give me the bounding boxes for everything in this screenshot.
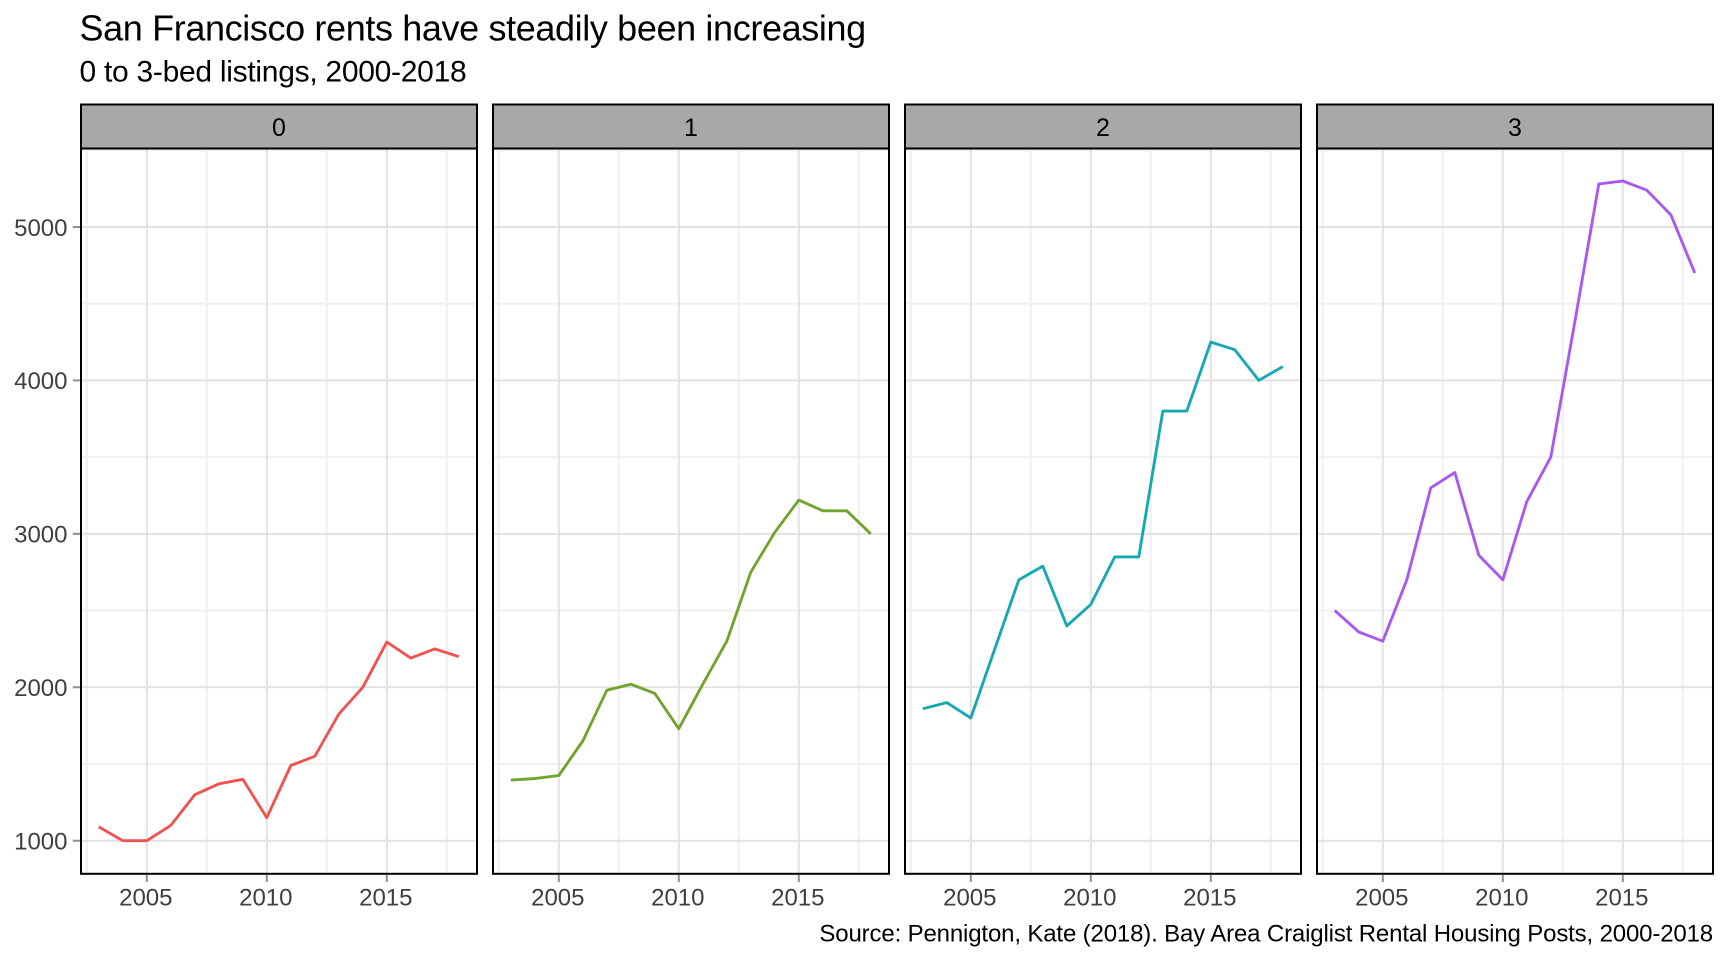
svg-text:2000: 2000 [14, 675, 67, 702]
svg-text:0 to 3-bed listings, 2000-2018: 0 to 3-bed listings, 2000-2018 [80, 56, 467, 89]
svg-text:2: 2 [1096, 114, 1110, 142]
svg-text:5000: 5000 [14, 215, 67, 242]
svg-text:2015: 2015 [359, 884, 412, 911]
svg-text:2005: 2005 [531, 884, 584, 911]
svg-text:2005: 2005 [943, 884, 996, 911]
svg-text:0: 0 [272, 114, 286, 142]
svg-text:3000: 3000 [14, 522, 67, 549]
svg-text:2010: 2010 [239, 884, 292, 911]
svg-text:2010: 2010 [1063, 884, 1116, 911]
svg-text:2010: 2010 [651, 884, 704, 911]
svg-text:2015: 2015 [1183, 884, 1236, 911]
svg-text:2015: 2015 [1595, 884, 1648, 911]
svg-text:Source: Pennigton, Kate (2018): Source: Pennigton, Kate (2018). Bay Area… [819, 921, 1713, 948]
svg-text:2010: 2010 [1475, 884, 1528, 911]
svg-text:1: 1 [684, 114, 698, 142]
svg-text:2005: 2005 [119, 884, 172, 911]
svg-text:3: 3 [1508, 114, 1522, 142]
svg-text:1000: 1000 [14, 828, 67, 855]
svg-text:2015: 2015 [771, 884, 824, 911]
svg-text:San Francisco rents have stead: San Francisco rents have steadily been i… [80, 8, 866, 49]
svg-text:2005: 2005 [1355, 884, 1408, 911]
svg-text:4000: 4000 [14, 368, 67, 395]
